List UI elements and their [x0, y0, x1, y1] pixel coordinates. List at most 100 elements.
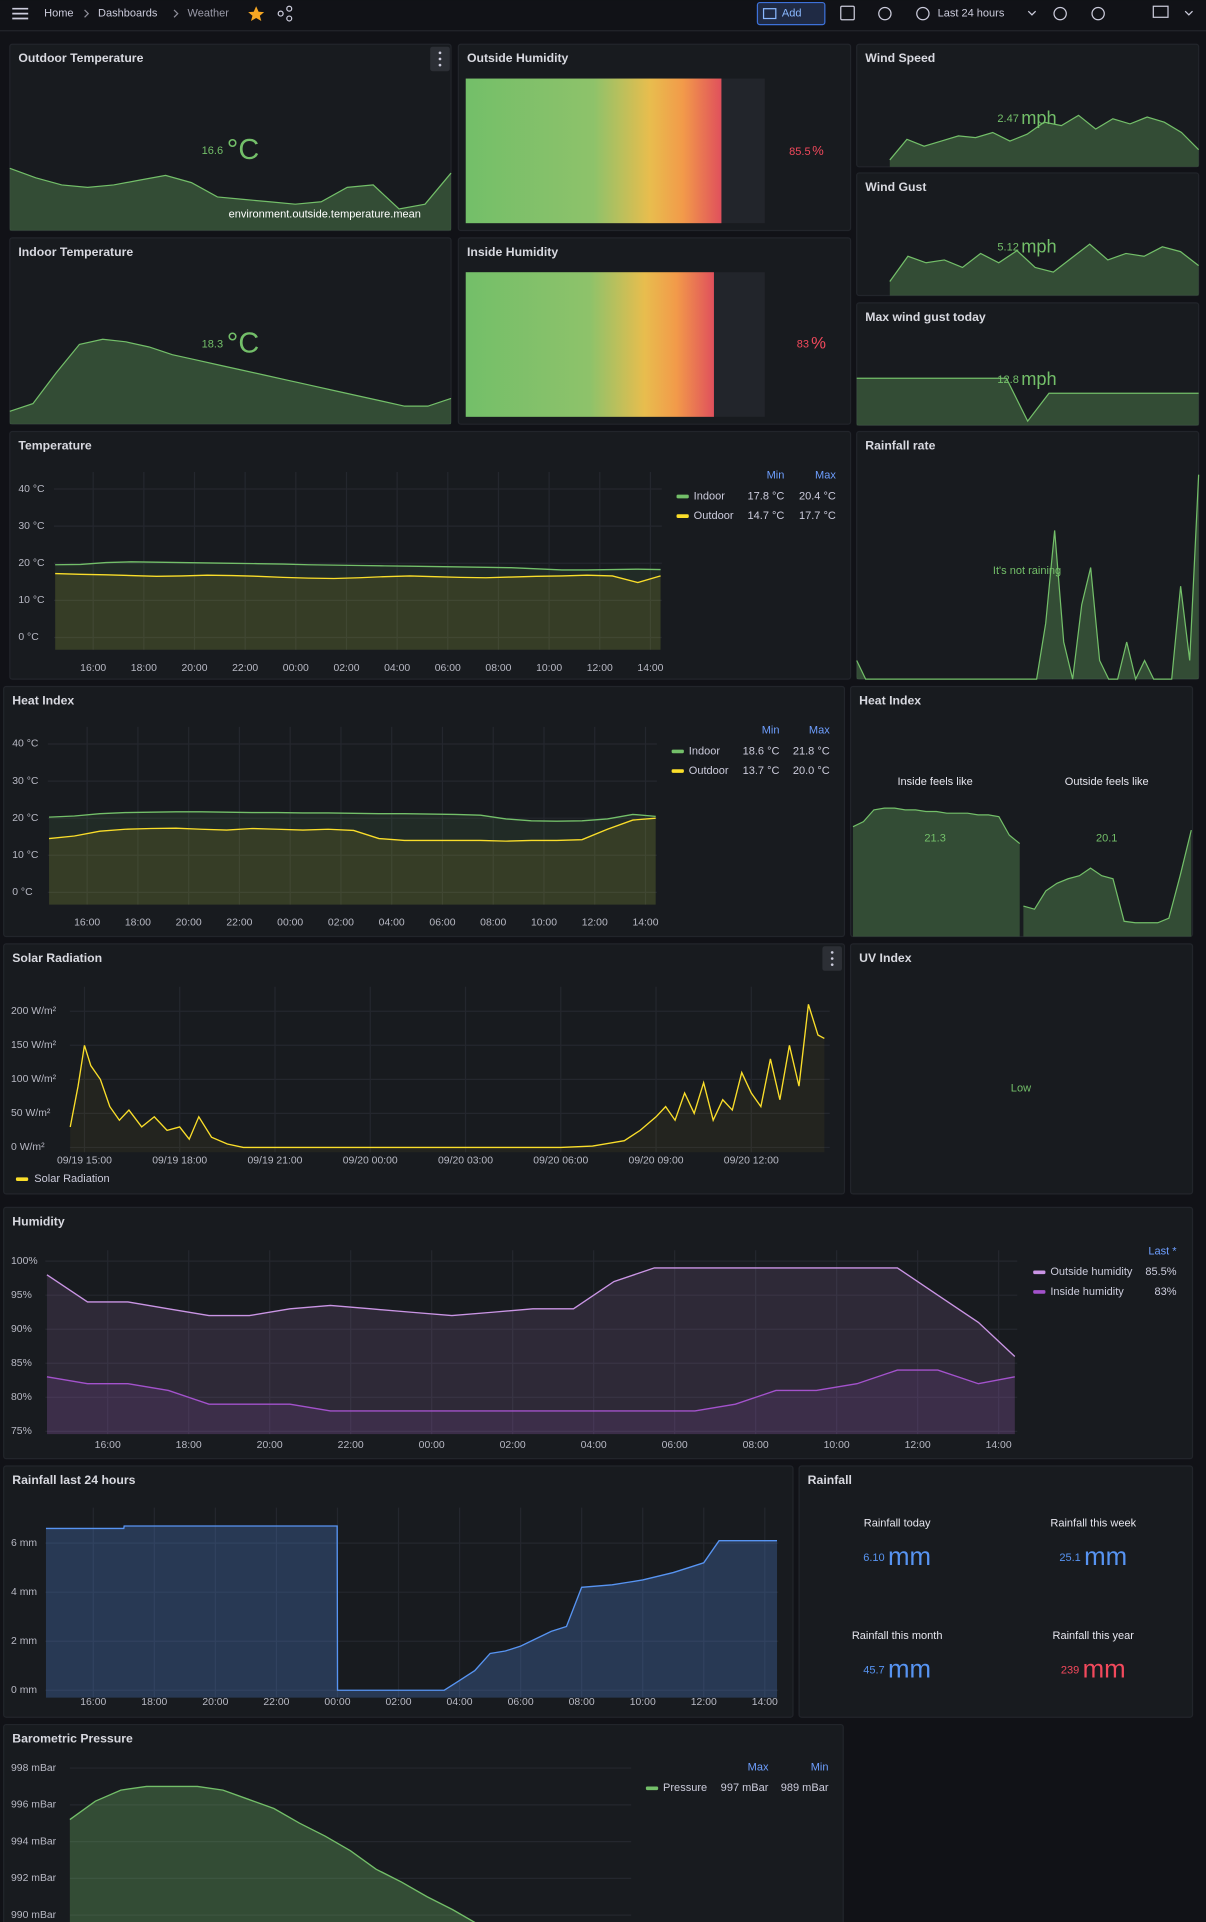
- time-range[interactable]: Last 24 hours: [938, 8, 1005, 20]
- gauge-bar: [465, 78, 722, 224]
- sparkline: [1023, 829, 1192, 924]
- series-line: [69, 1004, 825, 1149]
- gauge-bar: [465, 272, 714, 417]
- y-tick-label: 994 mBar: [11, 1836, 57, 1847]
- y-tick-label: 150 W/m²: [11, 1040, 57, 1051]
- series-line: [55, 561, 661, 571]
- y-tick-label: 10 °C: [18, 595, 45, 606]
- panel: Temperature: [9, 430, 852, 680]
- menu-dot: [438, 57, 442, 61]
- x-tick-label: 22:00: [338, 1440, 364, 1451]
- chevron: [1027, 10, 1037, 16]
- legend-header: Max: [815, 470, 836, 482]
- y-tick-label: 0 W/m²: [11, 1142, 45, 1153]
- legend-header: Min: [762, 724, 780, 736]
- x-tick-label: 09/19 18:00: [152, 1156, 207, 1167]
- sparkline: [889, 114, 1200, 161]
- chevron: [84, 9, 90, 18]
- stat-label: Rainfall this year: [1053, 1630, 1135, 1642]
- panel-background: [798, 1465, 1194, 1718]
- uv-value: Low: [1011, 1082, 1031, 1094]
- x-tick-label: 09/20 00:00: [343, 1156, 398, 1167]
- x-tick-label: 14:00: [637, 663, 663, 674]
- legend-swatch: [676, 514, 689, 518]
- x-tick-label: 14:00: [632, 918, 658, 929]
- legend-value: 17.8 °C: [748, 490, 785, 502]
- stat-value: 25.1: [1059, 1552, 1080, 1564]
- y-tick-label: 4 mm: [11, 1587, 37, 1598]
- panel-title: Wind Gust: [865, 180, 926, 194]
- nav-bar: [0, 0, 1206, 31]
- panel-background: [856, 430, 1200, 680]
- x-tick-label: 16:00: [80, 663, 106, 674]
- panel-title: Outside Humidity: [467, 51, 569, 65]
- stat-value: 83: [797, 338, 809, 350]
- stat-value: 20.1: [1096, 832, 1117, 844]
- tv-icon[interactable]: [1152, 5, 1169, 18]
- stat: 6.10 mm: [863, 1543, 931, 1571]
- menu-dot: [438, 51, 442, 55]
- star-icon[interactable]: [248, 6, 265, 21]
- share-icon[interactable]: [277, 5, 293, 22]
- panel: UV Index: [849, 943, 1194, 1195]
- sparkline-area: [1023, 830, 1192, 937]
- stat: 12.8 mph: [997, 368, 1056, 389]
- x-tick-label: 14:00: [752, 1697, 778, 1708]
- panel-background: [856, 302, 1200, 427]
- y-tick-label: 40 °C: [18, 484, 45, 495]
- stat-unit: mph: [1021, 107, 1056, 128]
- legend-swatch: [1033, 1290, 1046, 1294]
- stat-value: 85.5: [789, 146, 810, 158]
- legend-value: 83%: [1155, 1286, 1177, 1298]
- stat-label: Rainfall this week: [1050, 1517, 1136, 1529]
- x-tick-label: 12:00: [587, 663, 613, 674]
- legend-header: Max: [748, 1761, 769, 1773]
- panel-title: Rainfall last 24 hours: [12, 1473, 135, 1487]
- stat-unit: %: [812, 144, 824, 159]
- stat-value: 239: [1061, 1665, 1079, 1677]
- stat-unit: mph: [1021, 368, 1056, 389]
- save-icon[interactable]: [840, 5, 855, 21]
- x-tick-label: 00:00: [324, 1697, 350, 1708]
- y-tick-label: 30 °C: [12, 776, 39, 787]
- stat-label: Rainfall today: [864, 1517, 931, 1529]
- x-tick-label: 00:00: [277, 918, 303, 929]
- stat: 21.3: [924, 832, 945, 844]
- breadcrumb-dashboards[interactable]: Dashboards: [98, 8, 158, 20]
- legend-value: 989 mBar: [781, 1782, 829, 1794]
- y-tick-label: 90%: [11, 1324, 32, 1335]
- breadcrumb-home[interactable]: Home: [44, 8, 73, 20]
- series-line: [48, 811, 656, 822]
- x-tick-label: 09/20 06:00: [533, 1156, 588, 1167]
- x-tick-label: 00:00: [283, 663, 309, 674]
- x-tick-label: 04:00: [379, 918, 405, 929]
- legend-name: Outdoor: [689, 765, 729, 777]
- sparkline-area: [9, 339, 452, 425]
- legend-value: 14.7 °C: [748, 510, 785, 522]
- legend-header: Min: [811, 1761, 829, 1773]
- legend-swatch: [671, 769, 684, 773]
- stat-value: 45.7: [863, 1665, 884, 1677]
- stat-value: 16.6: [202, 145, 223, 157]
- panel-background: [849, 943, 1194, 1195]
- menu-icon[interactable]: [12, 7, 29, 20]
- x-tick-label: 06:00: [508, 1697, 534, 1708]
- y-tick-label: 0 °C: [12, 887, 33, 898]
- x-tick-label: 12:00: [905, 1440, 931, 1451]
- zoom-out-icon[interactable]: [1053, 6, 1067, 21]
- settings-icon[interactable]: [878, 6, 892, 21]
- breadcrumb-current: Weather: [188, 8, 230, 20]
- y-tick-label: 40 °C: [12, 739, 39, 750]
- panel-title: Humidity: [12, 1214, 65, 1228]
- x-tick-label: 02:00: [328, 918, 354, 929]
- panel-background: [3, 685, 846, 938]
- add-label[interactable]: Add: [782, 8, 802, 20]
- stat-value: 2.47: [997, 113, 1018, 125]
- stat-unit: °C: [227, 327, 259, 359]
- legend-header: Last *: [1148, 1245, 1177, 1257]
- stat-unit: %: [811, 334, 826, 353]
- menu-dot: [438, 63, 442, 67]
- refresh-icon[interactable]: [1091, 6, 1105, 21]
- panel: Heat Index: [849, 685, 1194, 938]
